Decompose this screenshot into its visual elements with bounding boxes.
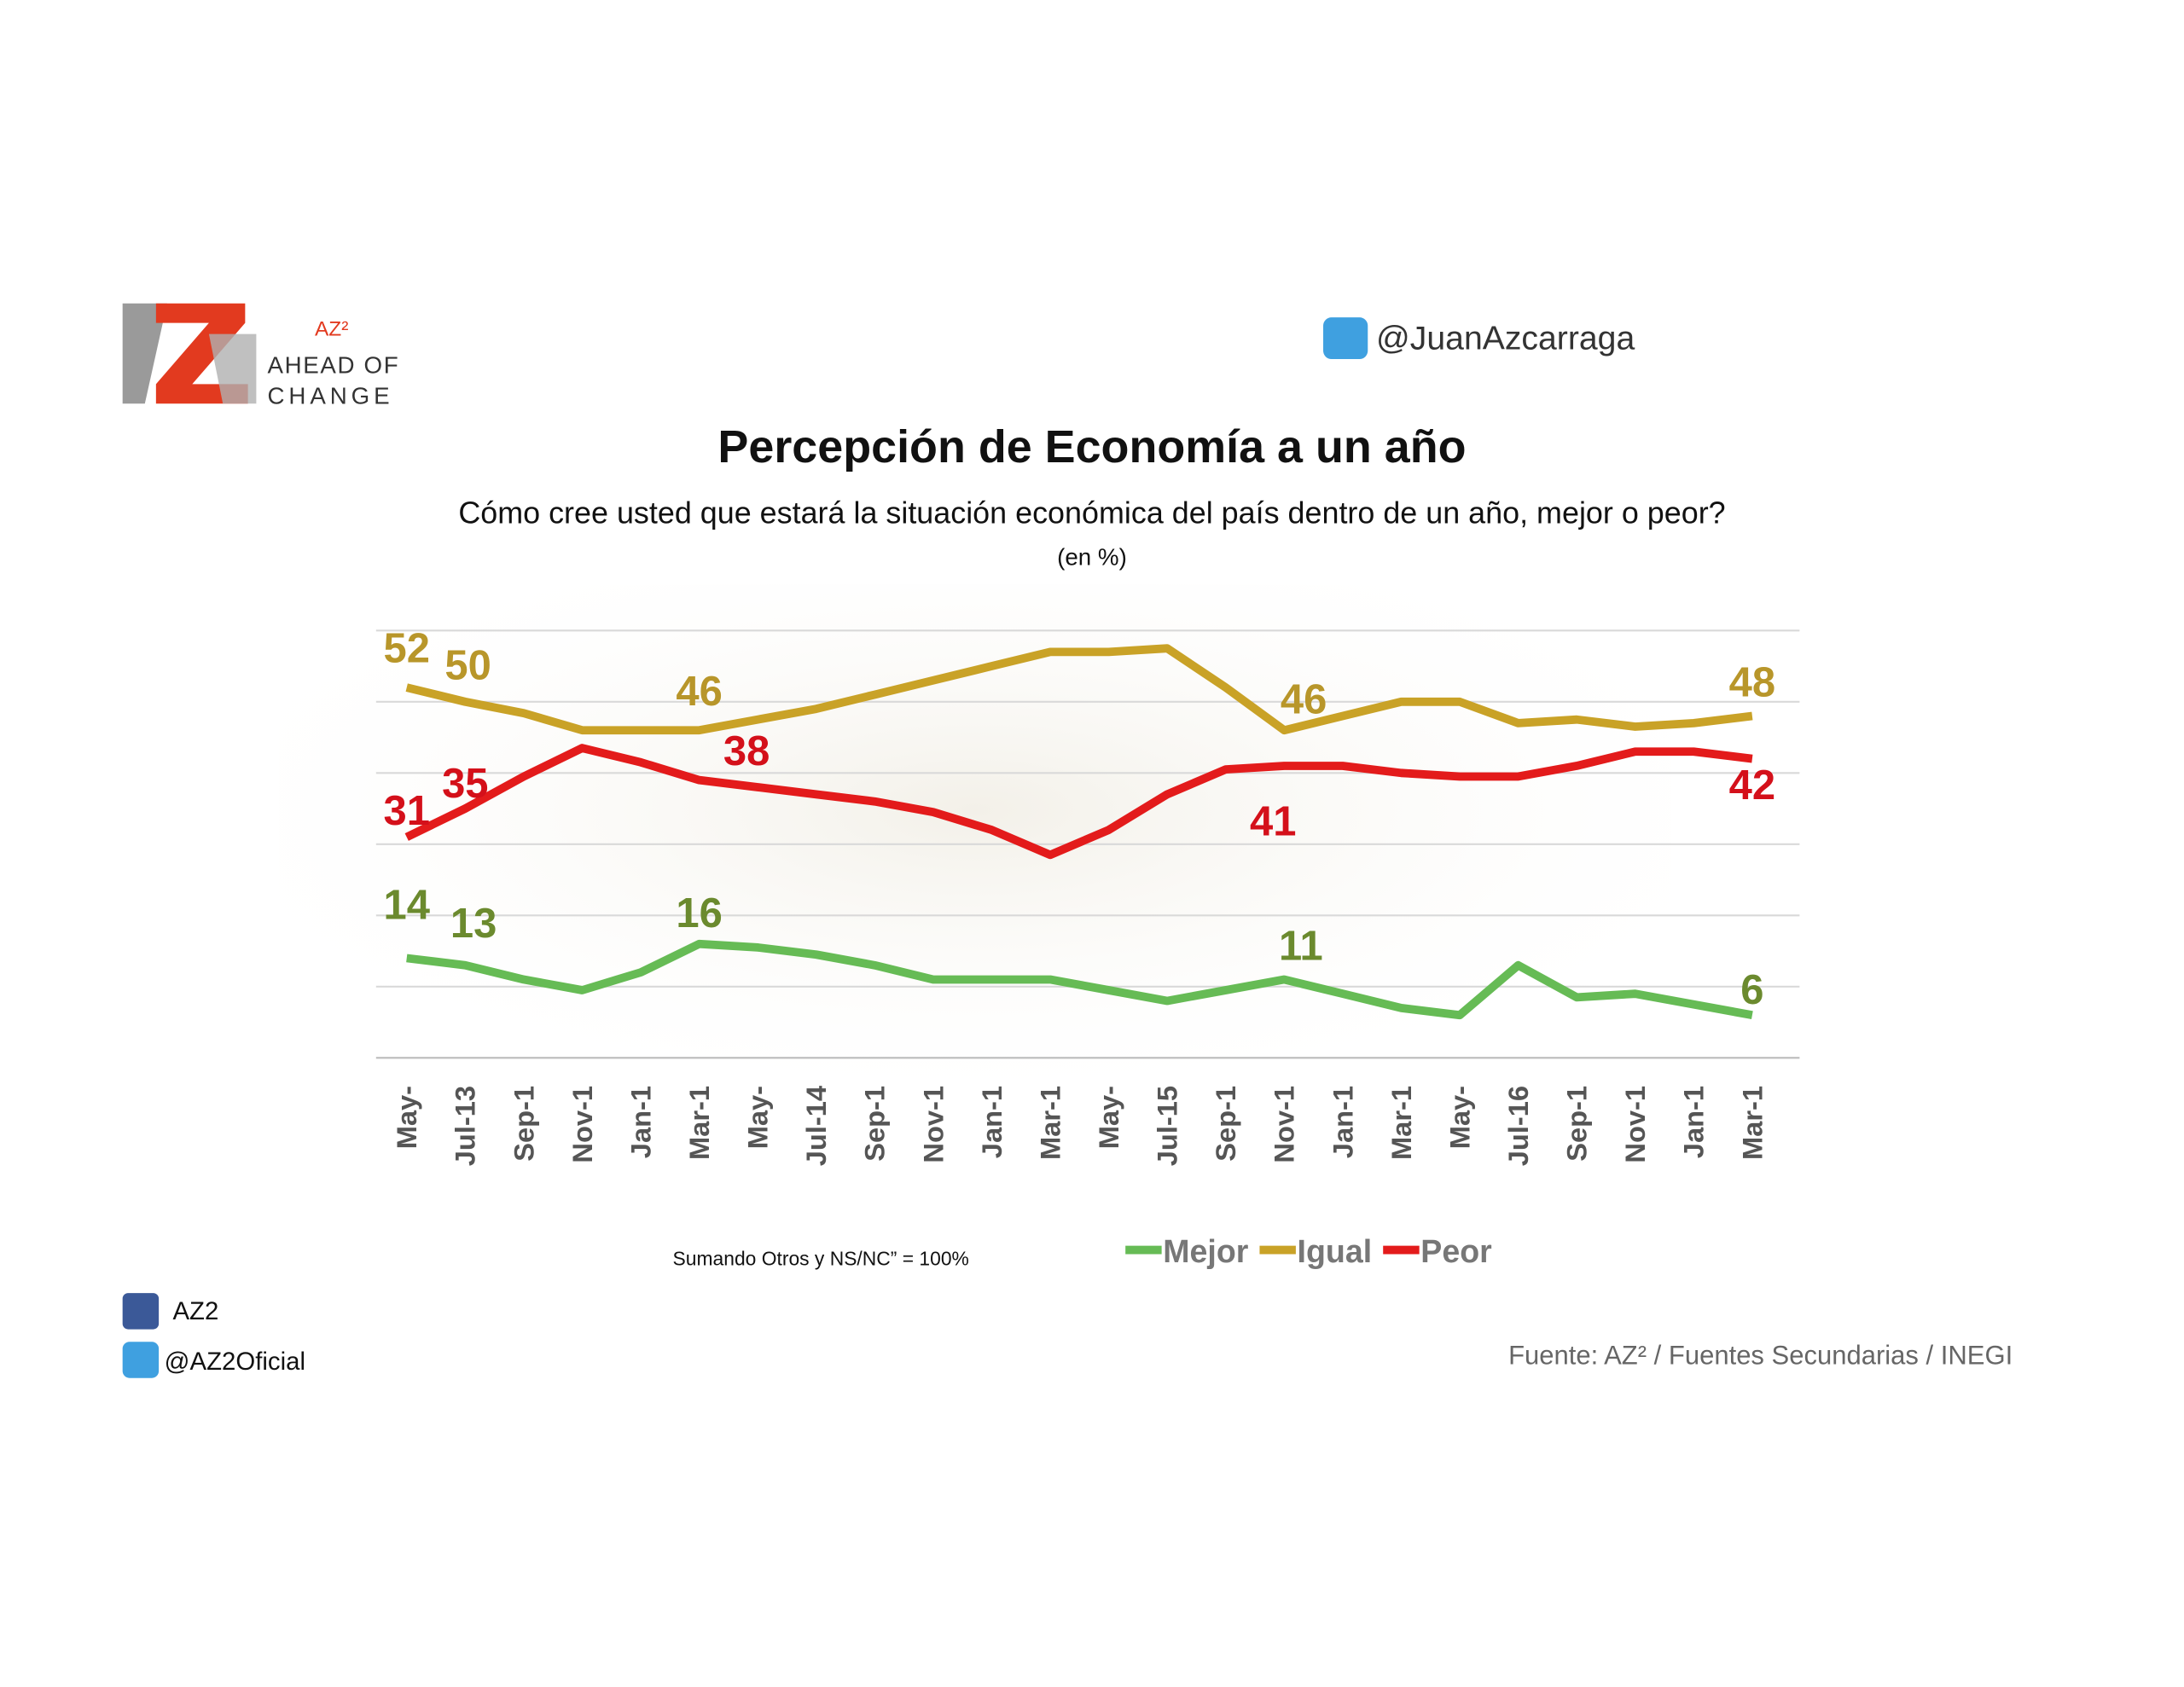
twitter-handle: @AZ2Oficial [165, 1348, 305, 1376]
x-tick-label: May- [742, 1086, 774, 1149]
chart-title: Percepción de Economía a un año [717, 421, 1466, 472]
chart-subtitle: Cómo cree usted que estará la situación … [458, 496, 1725, 530]
data-label: 6 [1740, 967, 1763, 1013]
data-label: 14 [384, 883, 430, 929]
series-line [406, 939, 1753, 1020]
data-label: 46 [1281, 677, 1327, 723]
logo-mark: AZ² [315, 317, 348, 340]
data-label: 42 [1729, 762, 1775, 809]
x-tick-label: Jan-1 [1327, 1086, 1358, 1158]
x-tick-label: Jan-1 [624, 1086, 656, 1158]
x-tick-label: Jul-16 [1502, 1086, 1534, 1166]
twitter-handle: @JuanAzcarraga [1376, 321, 1635, 357]
x-tick-label: Jan-1 [976, 1086, 1008, 1158]
x-tick-label: Mar-1 [1385, 1086, 1417, 1160]
data-label: 38 [723, 728, 770, 774]
logo-line: CHANGE [267, 382, 393, 409]
x-tick-label: Nov-1 [566, 1086, 598, 1163]
footnote: Sumando Otros y NS/NC” = 100% [673, 1248, 969, 1270]
legend-label: Peor [1420, 1233, 1492, 1269]
data-label: 50 [444, 643, 491, 689]
logo-line: AHEAD OF [267, 351, 399, 378]
x-tick-label: Nov-1 [1619, 1086, 1651, 1163]
x-tick-label: Nov-1 [917, 1086, 949, 1163]
facebook-handle: AZ2 [172, 1297, 218, 1325]
unit-note: (en %) [1057, 544, 1127, 571]
data-label: 48 [1729, 660, 1775, 706]
x-tick-label: Sep-1 [1210, 1086, 1241, 1162]
x-tick-label: May- [1443, 1086, 1475, 1149]
series-line [405, 644, 1753, 735]
x-tick-label: Mar-1 [683, 1086, 715, 1160]
x-tick-label: Mar-1 [1034, 1086, 1066, 1160]
series-line [404, 744, 1753, 860]
data-label: 41 [1250, 799, 1296, 845]
x-tick-label: May- [1093, 1086, 1124, 1149]
data-label: 35 [442, 761, 488, 807]
x-tick-label: Sep-1 [508, 1086, 539, 1162]
data-label: 11 [1279, 924, 1323, 970]
x-tick-label: Jul-14 [800, 1086, 832, 1166]
x-tick-label: Jan-1 [1678, 1086, 1710, 1158]
logo [122, 303, 257, 404]
x-tick-label: Mar-1 [1736, 1086, 1768, 1160]
source: Fuente: AZ² / Fuentes Secundarias / INEG… [1508, 1340, 2013, 1370]
data-label: 52 [384, 626, 430, 672]
data-label: 13 [450, 901, 497, 947]
legend-label: Igual [1298, 1233, 1373, 1269]
data-label: 31 [384, 788, 430, 834]
facebook-icon [122, 1293, 160, 1330]
legend-label: Mejor [1163, 1233, 1249, 1269]
x-tick-label: Sep-1 [1561, 1086, 1593, 1162]
x-tick-label: Nov-1 [1269, 1086, 1300, 1163]
data-label: 46 [676, 669, 722, 715]
x-tick-label: May- [391, 1086, 422, 1149]
data-label: 16 [676, 890, 722, 936]
x-tick-label: Jul-13 [450, 1086, 481, 1166]
x-tick-label: Sep-1 [859, 1086, 891, 1162]
x-tick-label: Jul-15 [1152, 1086, 1183, 1166]
twitter-icon [1323, 317, 1368, 360]
twitter-icon [122, 1342, 160, 1378]
